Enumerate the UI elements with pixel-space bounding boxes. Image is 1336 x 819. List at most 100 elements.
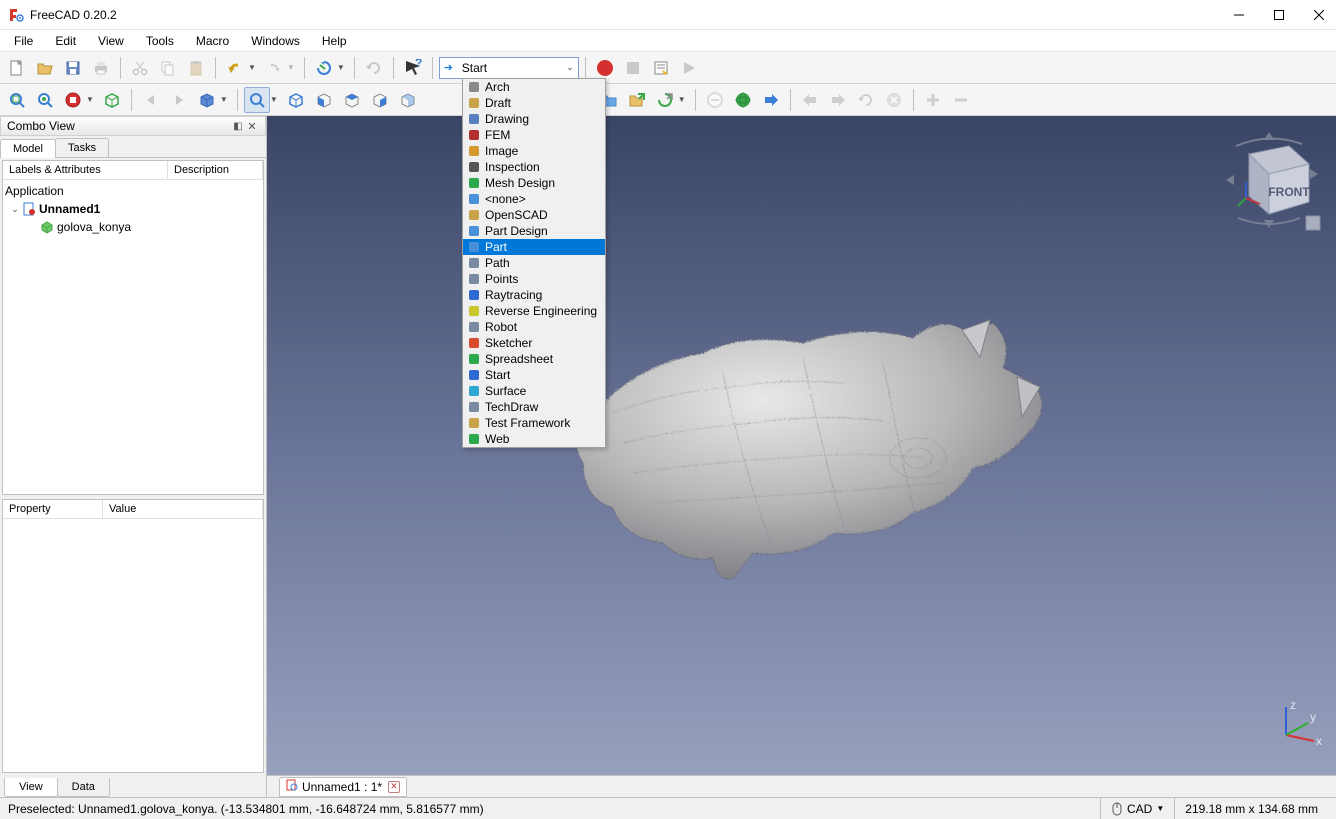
workbench-item-test-framework[interactable]: Test Framework <box>463 415 605 431</box>
maximize-button[interactable] <box>1270 6 1288 24</box>
workbench-item-spreadsheet[interactable]: Spreadsheet <box>463 351 605 367</box>
tab-view[interactable]: View <box>4 778 58 797</box>
workbench-item-draft[interactable]: Draft <box>463 95 605 111</box>
zoom-out-button[interactable] <box>948 87 974 113</box>
workbench-item-techdraw[interactable]: TechDraw <box>463 399 605 415</box>
status-nav-mode[interactable]: CAD ▼ <box>1100 798 1174 819</box>
workbench-item-raytracing[interactable]: Raytracing <box>463 287 605 303</box>
macro-execute-button[interactable] <box>676 55 702 81</box>
print-button[interactable] <box>88 55 114 81</box>
isometric-button[interactable] <box>194 87 220 113</box>
cut-button[interactable] <box>127 55 153 81</box>
close-button[interactable] <box>1310 6 1328 24</box>
view-front-button[interactable] <box>311 87 337 113</box>
save-button[interactable] <box>60 55 86 81</box>
fit-all-button[interactable] <box>4 87 30 113</box>
view-top-button[interactable] <box>339 87 365 113</box>
panel-pin-button[interactable]: ◧ <box>231 121 245 132</box>
workbench-current-label: Start <box>444 61 566 75</box>
tree-document-label: Unnamed1 <box>39 202 100 216</box>
workbench-item-arch[interactable]: Arch <box>463 79 605 95</box>
workbench-item-part[interactable]: Part <box>463 239 605 255</box>
menu-tools[interactable]: Tools <box>136 32 184 50</box>
workbench-item-inspection[interactable]: Inspection <box>463 159 605 175</box>
macro-record-button[interactable] <box>592 55 618 81</box>
workbench-item-mesh-design[interactable]: Mesh Design <box>463 175 605 191</box>
nav-back-button[interactable] <box>797 87 823 113</box>
open-file-button[interactable] <box>32 55 58 81</box>
workbench-item-path[interactable]: Path <box>463 255 605 271</box>
stop-loading-button[interactable] <box>702 87 728 113</box>
viewport-3d[interactable]: FRONT z x y <box>267 116 1336 775</box>
app-icon <box>8 7 24 23</box>
view-rear-button[interactable] <box>395 87 421 113</box>
back-button[interactable] <box>138 87 164 113</box>
link-button[interactable] <box>652 87 678 113</box>
tree-document-row[interactable]: ⌄ Unnamed1 <box>5 200 261 218</box>
workbench-item-robot[interactable]: Robot <box>463 319 605 335</box>
reload-button[interactable] <box>361 55 387 81</box>
menu-view[interactable]: View <box>88 32 134 50</box>
menu-help[interactable]: Help <box>312 32 357 50</box>
paste-button[interactable] <box>183 55 209 81</box>
web-home-button[interactable] <box>730 87 756 113</box>
nav-forward-button[interactable] <box>825 87 851 113</box>
web-next-button[interactable] <box>758 87 784 113</box>
workbench-item-image[interactable]: Image <box>463 143 605 159</box>
minimize-button[interactable] <box>1230 6 1248 24</box>
workbench-item-reverse-engineering[interactable]: Reverse Engineering <box>463 303 605 319</box>
nav-stop-button[interactable] <box>881 87 907 113</box>
workbench-item-start[interactable]: Start <box>463 367 605 383</box>
menu-macro[interactable]: Macro <box>186 32 239 50</box>
workbench-item-openscad[interactable]: OpenSCAD <box>463 207 605 223</box>
tab-tasks[interactable]: Tasks <box>55 138 109 157</box>
workbench-item--none-[interactable]: <none> <box>463 191 605 207</box>
expand-icon[interactable]: ⌄ <box>9 204 21 215</box>
workbench-item-web[interactable]: Web <box>463 431 605 447</box>
workbench-icon <box>467 224 481 238</box>
panel-close-button[interactable]: ✕ <box>245 120 259 133</box>
redo-button[interactable] <box>261 55 287 81</box>
macro-stop-button[interactable] <box>620 55 646 81</box>
undo-dropdown[interactable]: ▼ <box>248 63 259 72</box>
refresh-button[interactable] <box>311 55 337 81</box>
svg-text:x: x <box>1316 734 1322 747</box>
workbench-item-surface[interactable]: Surface <box>463 383 605 399</box>
workbench-dropdown-list: ArchDraftDrawingFEMImageInspectionMesh D… <box>462 78 606 448</box>
new-file-button[interactable] <box>4 55 30 81</box>
menu-edit[interactable]: Edit <box>45 32 86 50</box>
copy-button[interactable] <box>155 55 181 81</box>
navigation-cube[interactable]: FRONT <box>1214 124 1324 234</box>
workbench-item-fem[interactable]: FEM <box>463 127 605 143</box>
workbench-item-drawing[interactable]: Drawing <box>463 111 605 127</box>
workbench-icon <box>467 208 481 222</box>
refresh-dropdown[interactable]: ▼ <box>337 63 348 72</box>
menu-file[interactable]: File <box>4 32 43 50</box>
zoom-in-button[interactable] <box>920 87 946 113</box>
workbench-item-part-design[interactable]: Part Design <box>463 223 605 239</box>
undo-button[interactable] <box>222 55 248 81</box>
zoom-mode-button[interactable] <box>244 87 270 113</box>
workbench-selector[interactable]: Start ⌄ <box>439 57 579 79</box>
view-iso-button[interactable] <box>283 87 309 113</box>
bounding-box-button[interactable] <box>99 87 125 113</box>
document-tab[interactable]: Unnamed1 : 1* ✕ <box>279 777 407 797</box>
view-right-button[interactable] <box>367 87 393 113</box>
draw-style-button[interactable] <box>60 87 86 113</box>
workbench-item-points[interactable]: Points <box>463 271 605 287</box>
workbench-item-sketcher[interactable]: Sketcher <box>463 335 605 351</box>
export-button[interactable] <box>624 87 650 113</box>
tree-mesh-row[interactable]: golova_konya <box>5 218 261 236</box>
fit-selection-button[interactable] <box>32 87 58 113</box>
document-tab-label: Unnamed1 : 1* <box>302 780 382 794</box>
whats-this-button[interactable]: ? <box>400 55 426 81</box>
tab-model[interactable]: Model <box>0 139 56 158</box>
menu-windows[interactable]: Windows <box>241 32 310 50</box>
tab-data[interactable]: Data <box>57 778 110 797</box>
macro-list-button[interactable] <box>648 55 674 81</box>
nav-refresh-button[interactable] <box>853 87 879 113</box>
tree-application-row[interactable]: Application <box>5 182 261 200</box>
redo-dropdown[interactable]: ▼ <box>287 63 298 72</box>
document-close-button[interactable]: ✕ <box>388 781 400 793</box>
forward-button[interactable] <box>166 87 192 113</box>
